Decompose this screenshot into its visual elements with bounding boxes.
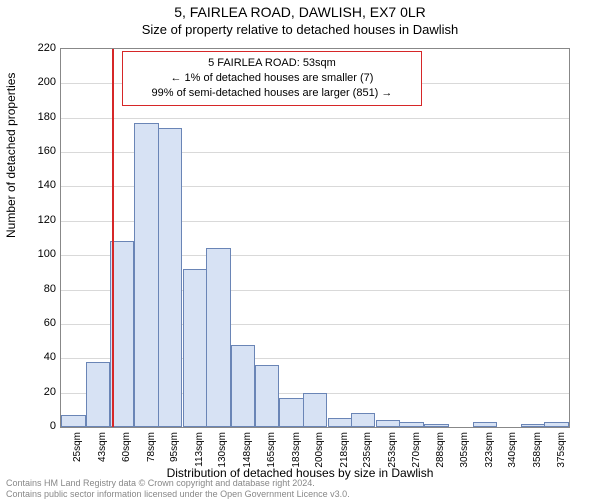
histogram-bar: [206, 248, 230, 427]
y-tick-label: 120: [32, 214, 56, 226]
y-tick-label: 180: [32, 111, 56, 123]
x-tick-label: 60sqm: [121, 432, 132, 472]
histogram-bar: [231, 345, 255, 427]
x-tick-label: 340sqm: [507, 432, 518, 472]
x-tick-label: 25sqm: [72, 432, 83, 472]
x-tick-label: 95sqm: [169, 432, 180, 472]
histogram-bar: [255, 365, 279, 427]
x-tick-label: 358sqm: [532, 432, 543, 472]
chart-subtitle: Size of property relative to detached ho…: [0, 22, 600, 37]
x-tick-label: 200sqm: [314, 432, 325, 472]
x-tick-label: 183sqm: [291, 432, 302, 472]
x-tick-label: 288sqm: [435, 432, 446, 472]
y-tick-label: 60: [32, 317, 56, 329]
histogram-bar: [158, 128, 182, 427]
annotation-box: 5 FAIRLEA ROAD: 53sqm← 1% of detached ho…: [122, 51, 422, 106]
histogram-bar: [303, 393, 327, 427]
y-tick-label: 0: [32, 420, 56, 432]
chart-title-address: 5, FAIRLEA ROAD, DAWLISH, EX7 0LR: [0, 4, 600, 20]
gridline: [61, 118, 569, 119]
histogram-bar: [279, 398, 303, 427]
histogram-bar: [473, 422, 497, 427]
x-tick-label: 43sqm: [97, 432, 108, 472]
x-tick-label: 270sqm: [411, 432, 422, 472]
y-tick-label: 40: [32, 351, 56, 363]
x-tick-label: 148sqm: [242, 432, 253, 472]
footer-line-2: Contains public sector information licen…: [6, 489, 350, 499]
histogram-bar: [134, 123, 158, 427]
x-tick-label: 253sqm: [387, 432, 398, 472]
histogram-bar: [399, 422, 423, 427]
histogram-bar: [376, 420, 400, 427]
reference-line: [112, 49, 114, 427]
y-tick-label: 80: [32, 283, 56, 295]
histogram-bar: [351, 413, 375, 427]
x-tick-label: 218sqm: [339, 432, 350, 472]
histogram-bar: [521, 424, 545, 427]
histogram-bar: [424, 424, 448, 427]
annotation-line3: 99% of semi-detached houses are larger (…: [131, 86, 413, 101]
y-tick-label: 160: [32, 145, 56, 157]
x-tick-label: 130sqm: [217, 432, 228, 472]
annotation-line2: ← 1% of detached houses are smaller (7): [131, 71, 413, 86]
copyright-footer: Contains HM Land Registry data © Crown c…: [6, 478, 350, 499]
x-tick-label: 323sqm: [484, 432, 495, 472]
y-tick-label: 200: [32, 76, 56, 88]
x-tick-label: 113sqm: [194, 432, 205, 472]
annotation-line1: 5 FAIRLEA ROAD: 53sqm: [131, 56, 413, 71]
histogram-bar: [183, 269, 207, 427]
x-tick-label: 78sqm: [146, 432, 157, 472]
histogram-bar: [328, 418, 352, 427]
histogram-bar: [544, 422, 568, 427]
x-tick-label: 165sqm: [266, 432, 277, 472]
x-tick-label: 305sqm: [459, 432, 470, 472]
footer-line-1: Contains HM Land Registry data © Crown c…: [6, 478, 350, 488]
y-tick-label: 220: [32, 42, 56, 54]
chart-plot-area: 5 FAIRLEA ROAD: 53sqm← 1% of detached ho…: [60, 48, 570, 428]
histogram-bar: [86, 362, 110, 427]
x-tick-label: 235sqm: [362, 432, 373, 472]
x-tick-label: 375sqm: [556, 432, 567, 472]
histogram-bar: [61, 415, 85, 427]
y-tick-label: 100: [32, 248, 56, 260]
y-axis-label: Number of detached properties: [4, 73, 18, 238]
y-tick-label: 20: [32, 386, 56, 398]
y-tick-label: 140: [32, 179, 56, 191]
